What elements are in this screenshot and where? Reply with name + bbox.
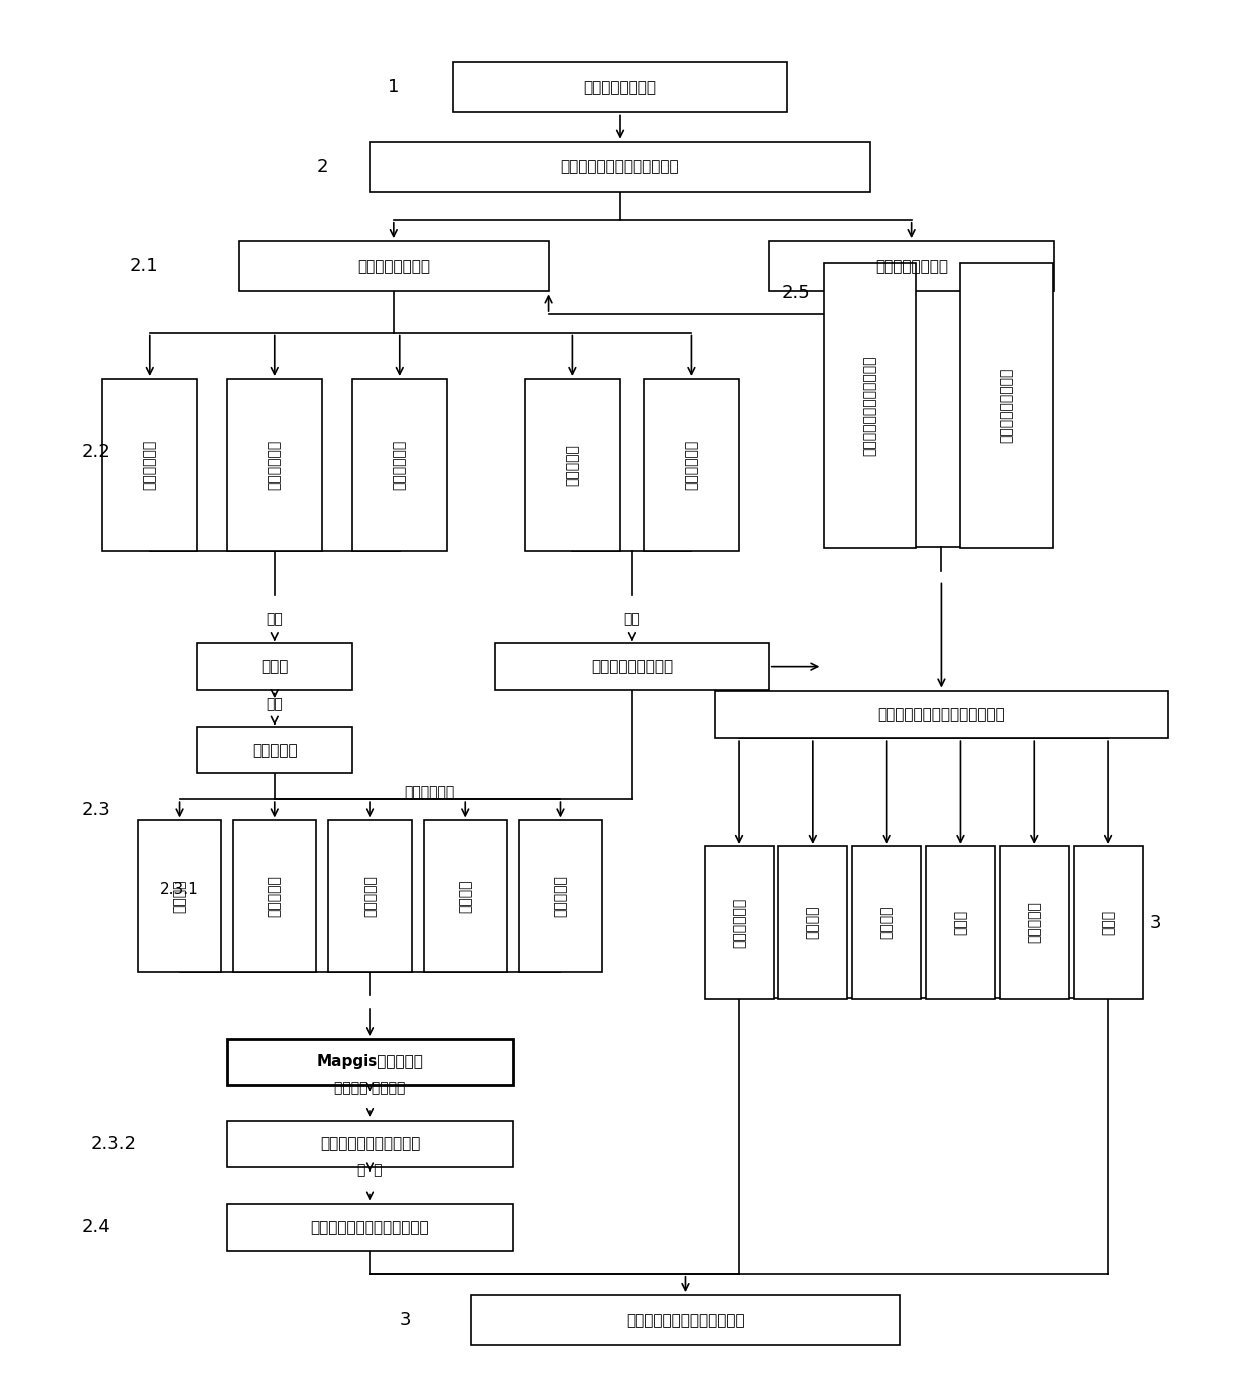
Text: 原始资料丰富区域: 原始资料丰富区域 [357, 258, 430, 273]
Text: 相标志: 相标志 [262, 659, 289, 674]
Bar [518, 820, 603, 972]
Bar [999, 847, 1069, 998]
Bar [779, 847, 847, 998]
Bar [227, 1204, 513, 1251]
Bar [1074, 847, 1142, 998]
Bar [769, 242, 1054, 291]
Text: 2.2: 2.2 [82, 443, 110, 461]
Bar [227, 378, 322, 551]
Bar [239, 242, 548, 291]
Bar [926, 847, 994, 998]
Text: 砂岩等厚图: 砂岩等厚图 [363, 876, 377, 917]
Text: 砂体物性: 砂体物性 [806, 906, 820, 939]
Text: 含铀性: 含铀性 [1101, 910, 1115, 935]
Bar [227, 1121, 513, 1167]
Bar [471, 1295, 900, 1345]
Text: 沉积断面图: 沉积断面图 [553, 876, 568, 917]
Text: 3: 3 [401, 1311, 412, 1330]
Bar [454, 62, 786, 112]
Text: 编制大比例尺岩相古地理图: 编制大比例尺岩相古地理图 [863, 355, 877, 456]
Text: 3: 3 [1149, 913, 1162, 932]
Bar [525, 378, 620, 551]
Bar [329, 820, 412, 972]
Bar [644, 378, 739, 551]
Text: 2.3.1: 2.3.1 [160, 882, 198, 896]
Bar [197, 726, 352, 773]
Text: 岩性组合: 岩性组合 [879, 906, 894, 939]
Bar [961, 262, 1053, 548]
Text: 有利地层结构: 有利地层结构 [732, 898, 746, 947]
Text: 2.4: 2.4 [82, 1218, 110, 1236]
Text: 薄片镜下鉴定: 薄片镜下鉴定 [393, 441, 407, 490]
Text: 单井相图: 单井相图 [172, 880, 186, 913]
Bar [823, 262, 916, 548]
Bar [233, 820, 316, 972]
Bar [138, 820, 221, 972]
Text: 布设电法或地震剖面: 布设电法或地震剖面 [999, 367, 1014, 443]
Text: 2.1: 2.1 [129, 257, 159, 275]
Bar [370, 142, 870, 192]
Bar [424, 820, 507, 972]
Text: 地化分析数据: 地化分析数据 [684, 441, 698, 490]
Text: 2: 2 [316, 157, 329, 175]
Text: 钻测井资料: 钻测井资料 [565, 445, 579, 486]
Bar [852, 847, 921, 998]
Bar [102, 378, 197, 551]
Text: 钻孔岩心剖面: 钻孔岩心剖面 [268, 441, 281, 490]
Bar [197, 644, 352, 690]
Text: 综合分析 去伪存真: 综合分析 去伪存真 [335, 1081, 405, 1095]
Text: 沉积相类型: 沉积相类型 [252, 743, 298, 758]
Text: 总  结: 总 结 [357, 1163, 383, 1178]
Text: 古气候: 古气候 [954, 910, 967, 935]
Text: 含砂率图: 含砂率图 [459, 880, 472, 913]
Text: 1: 1 [388, 79, 399, 97]
Text: Mapgis叠置套合图: Mapgis叠置套合图 [316, 1054, 423, 1069]
Text: 划分目标层有利成矿沉积相带: 划分目标层有利成矿沉积相带 [626, 1313, 745, 1327]
Text: 连井剖面图: 连井剖面图 [268, 876, 281, 917]
Text: 原始资料缺乏区域: 原始资料缺乏区域 [875, 258, 949, 273]
Text: 野外露头剖面: 野外露头剖面 [143, 441, 156, 490]
Text: 集成区域地质资料: 集成区域地质资料 [584, 80, 656, 95]
Bar [495, 644, 769, 690]
Bar [227, 1039, 513, 1085]
Text: 2.3.2: 2.3.2 [91, 1135, 138, 1153]
Text: 编制预备图件: 编制预备图件 [404, 786, 455, 800]
Text: 确定找铀重点区域及目标层位: 确定找铀重点区域及目标层位 [560, 159, 680, 174]
Text: 目标层基础制图数据: 目标层基础制图数据 [590, 659, 673, 674]
Text: 目标层沉积体系空间展布特征: 目标层沉积体系空间展布特征 [311, 1219, 429, 1235]
Bar [715, 690, 1168, 737]
Text: 确定: 确定 [267, 697, 283, 711]
Text: 统计: 统计 [624, 612, 640, 626]
Bar [704, 847, 774, 998]
Text: 氧化带特征: 氧化带特征 [1027, 902, 1042, 943]
Text: 垂向上厘定目标层沉积体系特征: 垂向上厘定目标层沉积体系特征 [878, 707, 1006, 722]
Text: 寻找: 寻找 [267, 612, 283, 626]
Text: 2.3: 2.3 [82, 801, 110, 819]
Bar [352, 378, 448, 551]
Text: 2.5: 2.5 [781, 283, 811, 302]
Text: 编制目标层岩相古地理图: 编制目标层岩相古地理图 [320, 1137, 420, 1152]
